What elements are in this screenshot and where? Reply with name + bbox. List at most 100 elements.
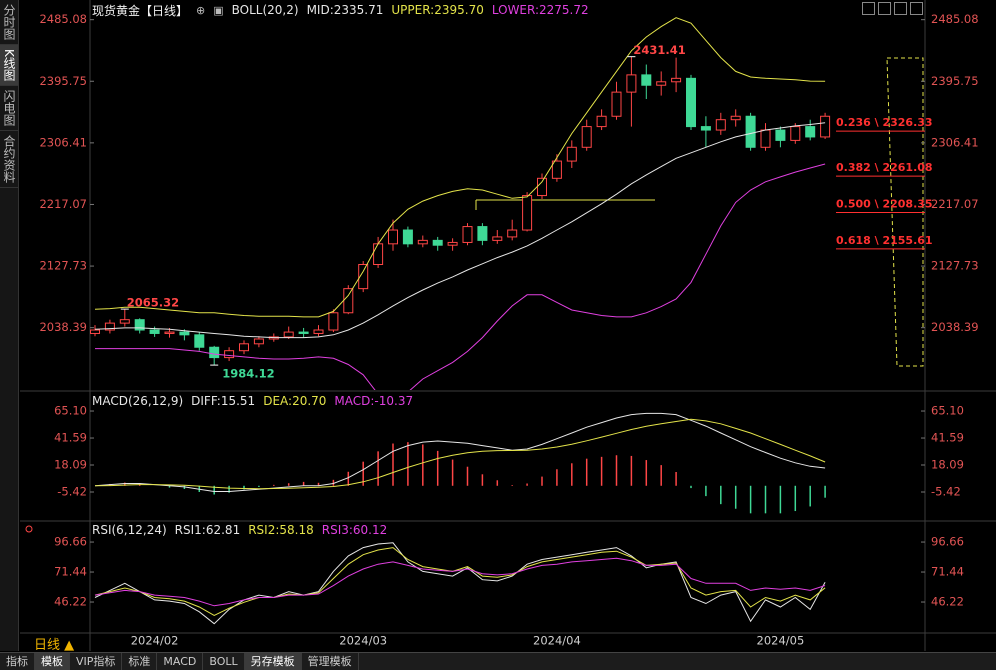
candle-body	[313, 329, 324, 334]
candle-body	[239, 343, 249, 352]
high-label: 2065.32	[127, 296, 179, 310]
plot-layer: 2485.08 2485.08 2395.75 2395.75 2306.41 2306.…	[39, 12, 978, 647]
y-tick-label: 2127.73	[39, 259, 87, 273]
candle-body	[417, 239, 428, 245]
candle-body	[447, 241, 458, 246]
indicator-line	[95, 163, 826, 390]
rsi-icon[interactable]	[25, 525, 33, 533]
settings-icon[interactable]: ▣	[213, 3, 224, 17]
y-tick-label: 46.22	[54, 595, 87, 609]
y-tick-label-right: 65.10	[931, 404, 964, 418]
y-tick-label-right: 71.44	[931, 565, 964, 579]
indicator-name: BOLL(20,2)	[231, 3, 299, 17]
sidebar: 分时图 K线图 闪电图 合约资料	[0, 0, 19, 651]
period-selector[interactable]: 日线 ▲	[34, 634, 74, 653]
x-tick-label: 2024/04	[533, 634, 581, 648]
y-tick-label-right: 96.66	[931, 535, 964, 549]
candle-body	[149, 329, 160, 334]
y-tick-label: 18.09	[54, 458, 87, 472]
legend-entry: MID:2335.71	[306, 3, 384, 17]
indicator-name: RSI(6,12,24)	[92, 523, 167, 537]
indicator-line	[94, 542, 826, 625]
candle-body	[805, 126, 816, 138]
candle-body	[566, 146, 577, 162]
toolbar-tab[interactable]: MACD	[157, 653, 204, 670]
frame	[20, 0, 996, 651]
fib-label: 0.618 \ 2155.61	[836, 234, 933, 247]
y-tick-label: 65.10	[54, 404, 87, 418]
candle-body	[477, 226, 488, 241]
window-icons	[862, 2, 923, 15]
candle-body	[820, 115, 831, 138]
toolbar-tab[interactable]: 另存模板	[244, 653, 302, 670]
candle-body	[581, 126, 592, 148]
candle-body	[686, 77, 696, 128]
y-tick-label: 2485.08	[39, 12, 87, 26]
sidebar-tab[interactable]: 合约资料	[0, 131, 18, 188]
candle-body	[283, 331, 294, 338]
candle-body	[730, 115, 741, 121]
candle-body	[715, 119, 726, 131]
icon-button[interactable]	[878, 2, 891, 15]
x-tick-label: 2024/02	[131, 634, 179, 648]
candle-body	[611, 91, 622, 117]
toolbar-tab[interactable]: VIP指标	[70, 653, 123, 670]
candle-body	[432, 239, 443, 246]
toolbar: 指标 模板 VIP指标 标准 MACD BOLL 另存模板 管理模板	[0, 652, 996, 670]
panel-plot	[94, 542, 826, 625]
legend-entry: LOWER:2275.72	[491, 3, 589, 17]
candle-body	[373, 243, 384, 266]
y-tick-label-right: 2038.39	[931, 320, 979, 334]
fib-label: 0.236 \ 2326.33	[836, 116, 933, 129]
icon-button[interactable]	[894, 2, 907, 15]
legend-entry: DIFF:15.51	[191, 394, 256, 408]
x-tick-label: 2024/05	[757, 634, 805, 648]
panel-plot	[94, 412, 826, 514]
candle-body	[760, 129, 771, 148]
period-label[interactable]: 日线	[34, 638, 61, 653]
candle-body	[790, 126, 801, 141]
candle-body	[402, 229, 413, 245]
fib-label: 0.500 \ 2208.35	[836, 197, 933, 210]
y-tick-label-right: 46.22	[931, 595, 964, 609]
y-tick-label-right: -5.42	[931, 485, 961, 499]
candle-body	[119, 319, 130, 324]
y-tick-label: 2038.39	[39, 320, 87, 334]
candle-body	[626, 74, 637, 93]
toolbar-tab[interactable]: 管理模板	[302, 653, 359, 670]
candle-body	[328, 312, 339, 331]
toolbar-tab[interactable]: 指标	[0, 653, 35, 670]
toolbar-tab[interactable]: BOLL	[203, 653, 245, 670]
toolbar-tab[interactable]: 标准	[122, 653, 158, 670]
y-tick-label-right: 2485.08	[931, 12, 979, 26]
y-tick-label: 2306.41	[39, 135, 87, 149]
fib-range-box	[886, 57, 924, 367]
indicator-line	[94, 122, 826, 339]
candle-body	[700, 126, 711, 131]
toolbar-tab[interactable]: 模板	[35, 653, 70, 670]
legend-entry: DEA:20.70	[263, 394, 327, 408]
candle-body	[343, 288, 354, 314]
icon-button[interactable]	[910, 2, 923, 15]
icon-button[interactable]	[862, 2, 875, 15]
y-tick-label: 96.66	[54, 535, 87, 549]
sidebar-tab[interactable]: 分时图	[0, 0, 18, 45]
sidebar-tab[interactable]: K线图	[0, 45, 18, 86]
candle-body	[298, 331, 309, 334]
candle-body	[388, 229, 398, 245]
candle-body	[462, 226, 473, 243]
candle-body	[164, 331, 175, 334]
indicator-line	[94, 17, 826, 318]
y-tick-label-right: 2217.07	[931, 197, 979, 211]
sidebar-tab[interactable]: 闪电图	[0, 86, 18, 131]
candle-body	[551, 160, 562, 179]
macd-header: MACD(26,12,9) DIFF:15.51 DEA:20.70 MACD:-1…	[92, 393, 413, 409]
candle-body	[104, 322, 115, 331]
dropdown-arrow[interactable]: ▲	[64, 638, 75, 653]
y-tick-label-right: 2306.41	[931, 135, 979, 149]
add-icon[interactable]: ⊕	[196, 3, 206, 17]
candle-body	[134, 319, 145, 331]
candle-body	[671, 77, 682, 83]
rsi-header: RSI(6,12,24) RSI1:62.81 RSI2:58.18 RSI3:60…	[92, 522, 387, 538]
x-tick-label: 2024/03	[339, 634, 387, 648]
